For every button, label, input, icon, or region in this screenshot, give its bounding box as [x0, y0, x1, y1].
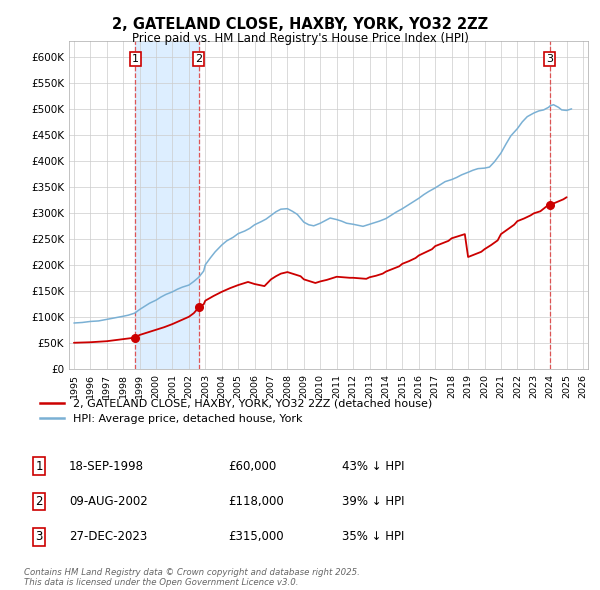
- Text: 35% ↓ HPI: 35% ↓ HPI: [342, 530, 404, 543]
- Text: 43% ↓ HPI: 43% ↓ HPI: [342, 460, 404, 473]
- Text: 39% ↓ HPI: 39% ↓ HPI: [342, 495, 404, 508]
- Text: £118,000: £118,000: [228, 495, 284, 508]
- Text: 27-DEC-2023: 27-DEC-2023: [69, 530, 147, 543]
- Legend: 2, GATELAND CLOSE, HAXBY, YORK, YO32 2ZZ (detached house), HPI: Average price, d: 2, GATELAND CLOSE, HAXBY, YORK, YO32 2ZZ…: [35, 394, 437, 429]
- Text: 3: 3: [35, 530, 43, 543]
- Text: Contains HM Land Registry data © Crown copyright and database right 2025.
This d: Contains HM Land Registry data © Crown c…: [24, 568, 360, 587]
- Text: Price paid vs. HM Land Registry's House Price Index (HPI): Price paid vs. HM Land Registry's House …: [131, 32, 469, 45]
- Text: 1: 1: [131, 54, 139, 64]
- Text: 1: 1: [35, 460, 43, 473]
- Text: 2: 2: [195, 54, 202, 64]
- Text: 18-SEP-1998: 18-SEP-1998: [69, 460, 144, 473]
- Text: 3: 3: [547, 54, 553, 64]
- Text: £315,000: £315,000: [228, 530, 284, 543]
- Text: 09-AUG-2002: 09-AUG-2002: [69, 495, 148, 508]
- Bar: [135, 41, 199, 369]
- Text: £60,000: £60,000: [228, 460, 276, 473]
- Text: 2: 2: [35, 495, 43, 508]
- Text: 2, GATELAND CLOSE, HAXBY, YORK, YO32 2ZZ: 2, GATELAND CLOSE, HAXBY, YORK, YO32 2ZZ: [112, 17, 488, 31]
